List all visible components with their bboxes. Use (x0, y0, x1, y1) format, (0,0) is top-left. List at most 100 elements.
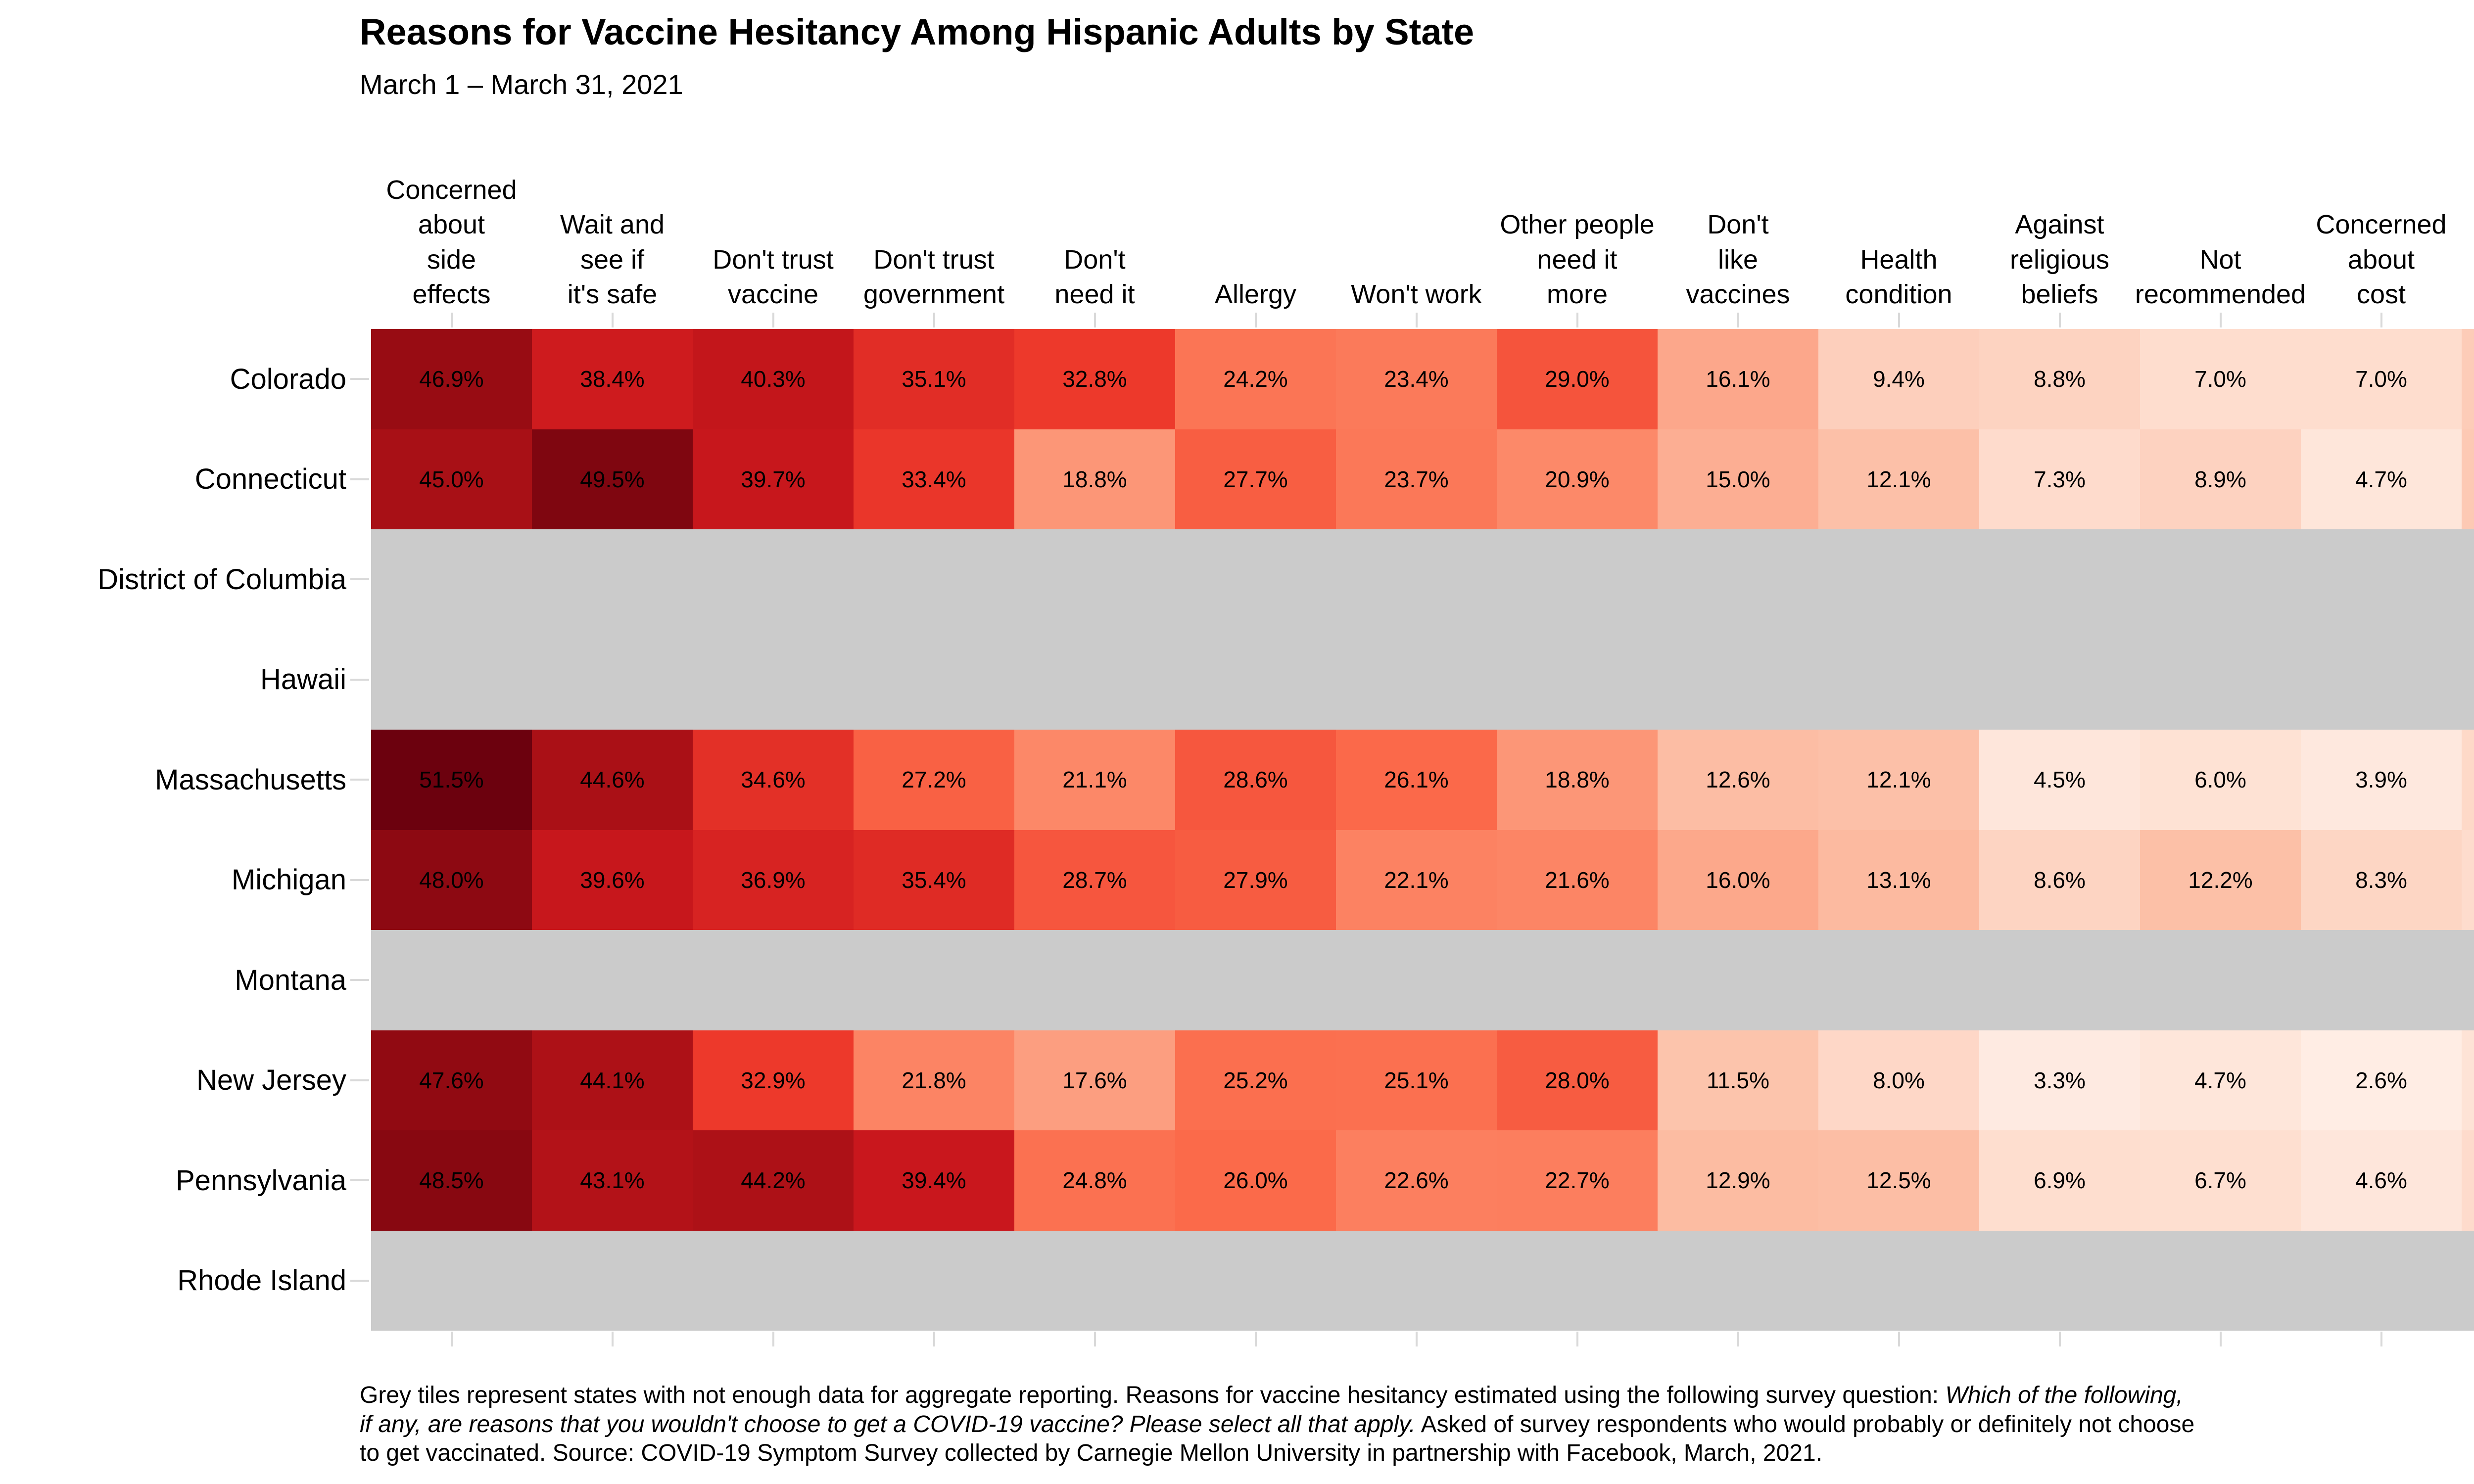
column-header: Against religious beliefs (2009, 210, 2110, 309)
cell-value: 39.6% (580, 867, 645, 893)
heatmap-cell: 12.6% (1658, 730, 1818, 830)
heatmap-cell: 38.4% (532, 329, 693, 429)
cell-value: 8.8% (2034, 366, 2086, 392)
column-tick-bottom (1415, 1332, 1418, 1346)
cell-value: 13.1% (1866, 867, 1931, 893)
heatmap-cell: 8.8% (1979, 329, 2140, 429)
heatmap-cell: 27.7% (1175, 429, 1336, 529)
cell-value: 12.2% (2188, 867, 2253, 893)
row-tick-left (350, 979, 369, 981)
column-tick-bottom (772, 1332, 774, 1346)
heatmap-cell: 26.0% (1175, 1130, 1336, 1231)
column-tick-top (1415, 313, 1418, 327)
footnote-line: to get vaccinated. Source: COVID-19 Symp… (360, 1439, 2474, 1468)
column-tick-top (2380, 313, 2382, 327)
cell-value: 24.2% (1223, 366, 1288, 392)
heatmap-cell: 4.7% (2301, 429, 2462, 529)
heatmap-cell: 12.9% (1658, 1130, 1818, 1231)
cell-value: 27.9% (1223, 867, 1288, 893)
column-tick-bottom (933, 1332, 935, 1346)
heatmap-cell: 32.9% (693, 1030, 854, 1130)
heatmap-cell: 20.9% (1497, 429, 1658, 529)
column-tick-bottom (2058, 1332, 2061, 1346)
cell-value: 46.9% (419, 366, 484, 392)
missing-row-band (371, 930, 2474, 1030)
heatmap-cell: 21.6% (1497, 830, 1658, 930)
row-tick-left (350, 1279, 369, 1282)
heatmap-cell: 45.0% (371, 429, 532, 529)
column-tick-bottom (1094, 1332, 1096, 1346)
heatmap-cell: 35.1% (854, 329, 1014, 429)
column-tick-top (450, 313, 453, 327)
column-header: Won't work (1351, 279, 1482, 309)
heatmap-cell: 27.9% (1175, 830, 1336, 930)
heatmap-cell: 12.2% (2140, 830, 2301, 930)
cell-value: 47.6% (419, 1067, 484, 1093)
heatmap-cell: 24.8% (1014, 1130, 1175, 1231)
row-label: Colorado (230, 363, 346, 395)
cell-value: 28.6% (1223, 767, 1288, 793)
column-header: Don't trust government (863, 244, 1005, 309)
column-tick-bottom (1737, 1332, 1739, 1346)
cell-value: 23.7% (1384, 466, 1449, 492)
cell-value: 45.0% (419, 466, 484, 492)
heatmap-cell: 12.1% (1818, 730, 1979, 830)
heatmap-cell: 10.0% (2462, 329, 2474, 429)
cell-value: 17.6% (1062, 1067, 1127, 1093)
heatmap-cell: 28.6% (1175, 730, 1336, 830)
heatmap-cell: 7.0% (2301, 329, 2462, 429)
row-tick-left (350, 478, 369, 480)
column-header: Don't need it (1054, 244, 1135, 309)
cell-value: 11.5% (1706, 1067, 1770, 1093)
cell-value: 21.8% (902, 1067, 966, 1093)
column-header: Allergy (1214, 279, 1297, 309)
cell-value: 4.5% (2034, 767, 2086, 793)
cell-value: 44.2% (741, 1167, 806, 1194)
footnote-text-segment: to get vaccinated. Source: COVID-19 Symp… (360, 1440, 1823, 1467)
heatmap-cell: 9.4% (1818, 329, 1979, 429)
cell-value: 8.6% (2034, 867, 2086, 893)
footnote-italic-segment: Which of the following, (1945, 1382, 2183, 1408)
heatmap-cell: 40.3% (693, 329, 854, 429)
heatmap-cell: 22.1% (1336, 830, 1497, 930)
heatmap-cell: 10.5% (2462, 429, 2474, 529)
heatmap-cell: 7.3% (2462, 1130, 2474, 1231)
column-tick-top (611, 313, 614, 327)
heatmap-cell: 2.6% (2301, 1030, 2462, 1130)
heatmap-cell: 26.1% (1336, 730, 1497, 830)
row-tick-left (350, 879, 369, 881)
row-label: Montana (235, 964, 346, 996)
heatmap-cell: 28.0% (1497, 1030, 1658, 1130)
column-tick-top (1898, 313, 1900, 327)
cell-value: 38.4% (580, 366, 645, 392)
heatmap-cell: 24.2% (1175, 329, 1336, 429)
row-label: District of Columbia (97, 563, 346, 596)
row-tick-left (350, 1179, 369, 1182)
heatmap-cell: 51.5% (371, 730, 532, 830)
column-tick-bottom (450, 1332, 453, 1346)
cell-value: 43.1% (580, 1167, 645, 1194)
column-tick-top (2058, 313, 2061, 327)
cell-value: 51.5% (419, 767, 484, 793)
heatmap-cell: 18.8% (1014, 429, 1175, 529)
heatmap-cell: 43.1% (532, 1130, 693, 1231)
cell-value: 18.8% (1062, 466, 1127, 492)
heatmap-cell: 6.9% (1979, 1130, 2140, 1231)
heatmap-cell: 8.9% (2140, 429, 2301, 529)
column-tick-top (772, 313, 774, 327)
heatmap-cell: 8.3% (2301, 830, 2462, 930)
cell-value: 48.5% (419, 1167, 484, 1194)
heatmap-cell: 17.6% (1014, 1030, 1175, 1130)
heatmap-cell: 44.6% (532, 730, 693, 830)
heatmap-cell: 8.0% (1818, 1030, 1979, 1130)
column-header: Other people need it more (1500, 210, 1655, 309)
heatmap-cell: 11.5% (1658, 1030, 1818, 1130)
cell-value: 4.7% (2355, 466, 2407, 492)
heatmap-cell: 7.3% (1979, 429, 2140, 529)
cell-value: 3.9% (2355, 767, 2407, 793)
cell-value: 6.9% (2034, 1167, 2086, 1194)
cell-value: 18.8% (1545, 767, 1610, 793)
cell-value: 24.8% (1062, 1167, 1127, 1194)
heatmap-cell: 4.5% (1979, 730, 2140, 830)
